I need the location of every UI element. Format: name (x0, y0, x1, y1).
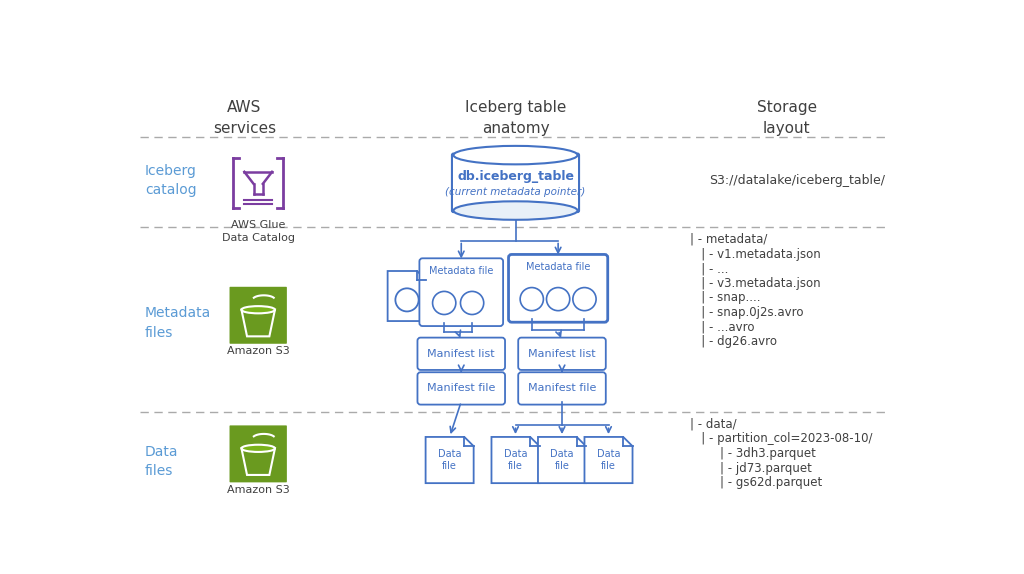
Polygon shape (585, 437, 633, 483)
Ellipse shape (461, 292, 483, 315)
FancyBboxPatch shape (420, 258, 503, 326)
FancyBboxPatch shape (509, 254, 607, 322)
Text: | - ...: | - ... (690, 262, 728, 275)
Text: | - partition_col=2023-08-10/: | - partition_col=2023-08-10/ (690, 432, 872, 445)
Text: db.iceberg_table: db.iceberg_table (457, 170, 574, 183)
Ellipse shape (432, 292, 456, 315)
FancyBboxPatch shape (229, 425, 287, 482)
Text: Metadata file: Metadata file (429, 266, 494, 276)
Text: (current metadata pointer): (current metadata pointer) (445, 187, 586, 197)
Text: Metadata
files: Metadata files (145, 307, 211, 340)
Ellipse shape (454, 146, 578, 164)
Text: | - dg26.avro: | - dg26.avro (690, 335, 777, 348)
FancyBboxPatch shape (418, 338, 505, 370)
Ellipse shape (242, 445, 274, 452)
Text: | - data/: | - data/ (690, 418, 736, 430)
FancyBboxPatch shape (452, 154, 579, 212)
Text: | - jd73.parquet: | - jd73.parquet (690, 461, 812, 475)
Text: s1: s1 (467, 298, 478, 308)
Ellipse shape (572, 288, 596, 311)
Text: Data
file: Data file (550, 449, 573, 471)
Text: Manifest file: Manifest file (427, 383, 496, 393)
Polygon shape (538, 437, 586, 483)
FancyBboxPatch shape (518, 373, 606, 405)
Ellipse shape (547, 288, 569, 311)
Text: | - v1.metadata.json: | - v1.metadata.json (690, 247, 820, 261)
Text: s2: s2 (579, 294, 590, 304)
Text: AWS
services: AWS services (213, 100, 275, 135)
Text: AWS Glue
Data Catalog: AWS Glue Data Catalog (222, 220, 295, 243)
Text: Manifest file: Manifest file (527, 383, 596, 393)
Text: Data
files: Data files (145, 445, 178, 478)
Text: Manifest list: Manifest list (528, 349, 596, 359)
Text: | - snap.0j2s.avro: | - snap.0j2s.avro (690, 306, 804, 319)
FancyBboxPatch shape (518, 338, 606, 370)
Text: | - snap....: | - snap.... (690, 292, 761, 304)
Polygon shape (388, 271, 426, 321)
Text: Data
file: Data file (438, 449, 462, 471)
Text: Manifest list: Manifest list (427, 349, 495, 359)
Text: Data
file: Data file (504, 449, 527, 471)
Text: S3://datalake/iceberg_table/: S3://datalake/iceberg_table/ (710, 174, 886, 187)
Ellipse shape (520, 288, 544, 311)
Text: s1: s1 (553, 294, 564, 304)
Text: Amazon S3: Amazon S3 (227, 346, 290, 356)
Text: | - ...avro: | - ...avro (690, 321, 755, 333)
Text: | - gs62d.parquet: | - gs62d.parquet (690, 476, 822, 489)
Text: Amazon S3: Amazon S3 (227, 484, 290, 495)
Text: | - metadata/: | - metadata/ (690, 233, 767, 246)
Text: Iceberg table
anatomy: Iceberg table anatomy (465, 100, 566, 135)
Text: | - 3dh3.parquet: | - 3dh3.parquet (690, 447, 816, 460)
Polygon shape (492, 437, 540, 483)
FancyBboxPatch shape (229, 287, 287, 344)
Ellipse shape (454, 201, 578, 220)
FancyBboxPatch shape (418, 373, 505, 405)
Text: s0: s0 (438, 298, 450, 308)
Text: s0: s0 (401, 295, 413, 305)
Ellipse shape (242, 306, 274, 313)
Text: | - v3.metadata.json: | - v3.metadata.json (690, 277, 820, 290)
Text: Data
file: Data file (597, 449, 621, 471)
Text: Storage
layout: Storage layout (757, 100, 817, 135)
Polygon shape (426, 437, 474, 483)
Text: s0: s0 (526, 294, 538, 304)
Ellipse shape (395, 288, 419, 312)
Text: Metadata file: Metadata file (526, 262, 590, 272)
Text: Iceberg
catalog: Iceberg catalog (145, 164, 197, 197)
